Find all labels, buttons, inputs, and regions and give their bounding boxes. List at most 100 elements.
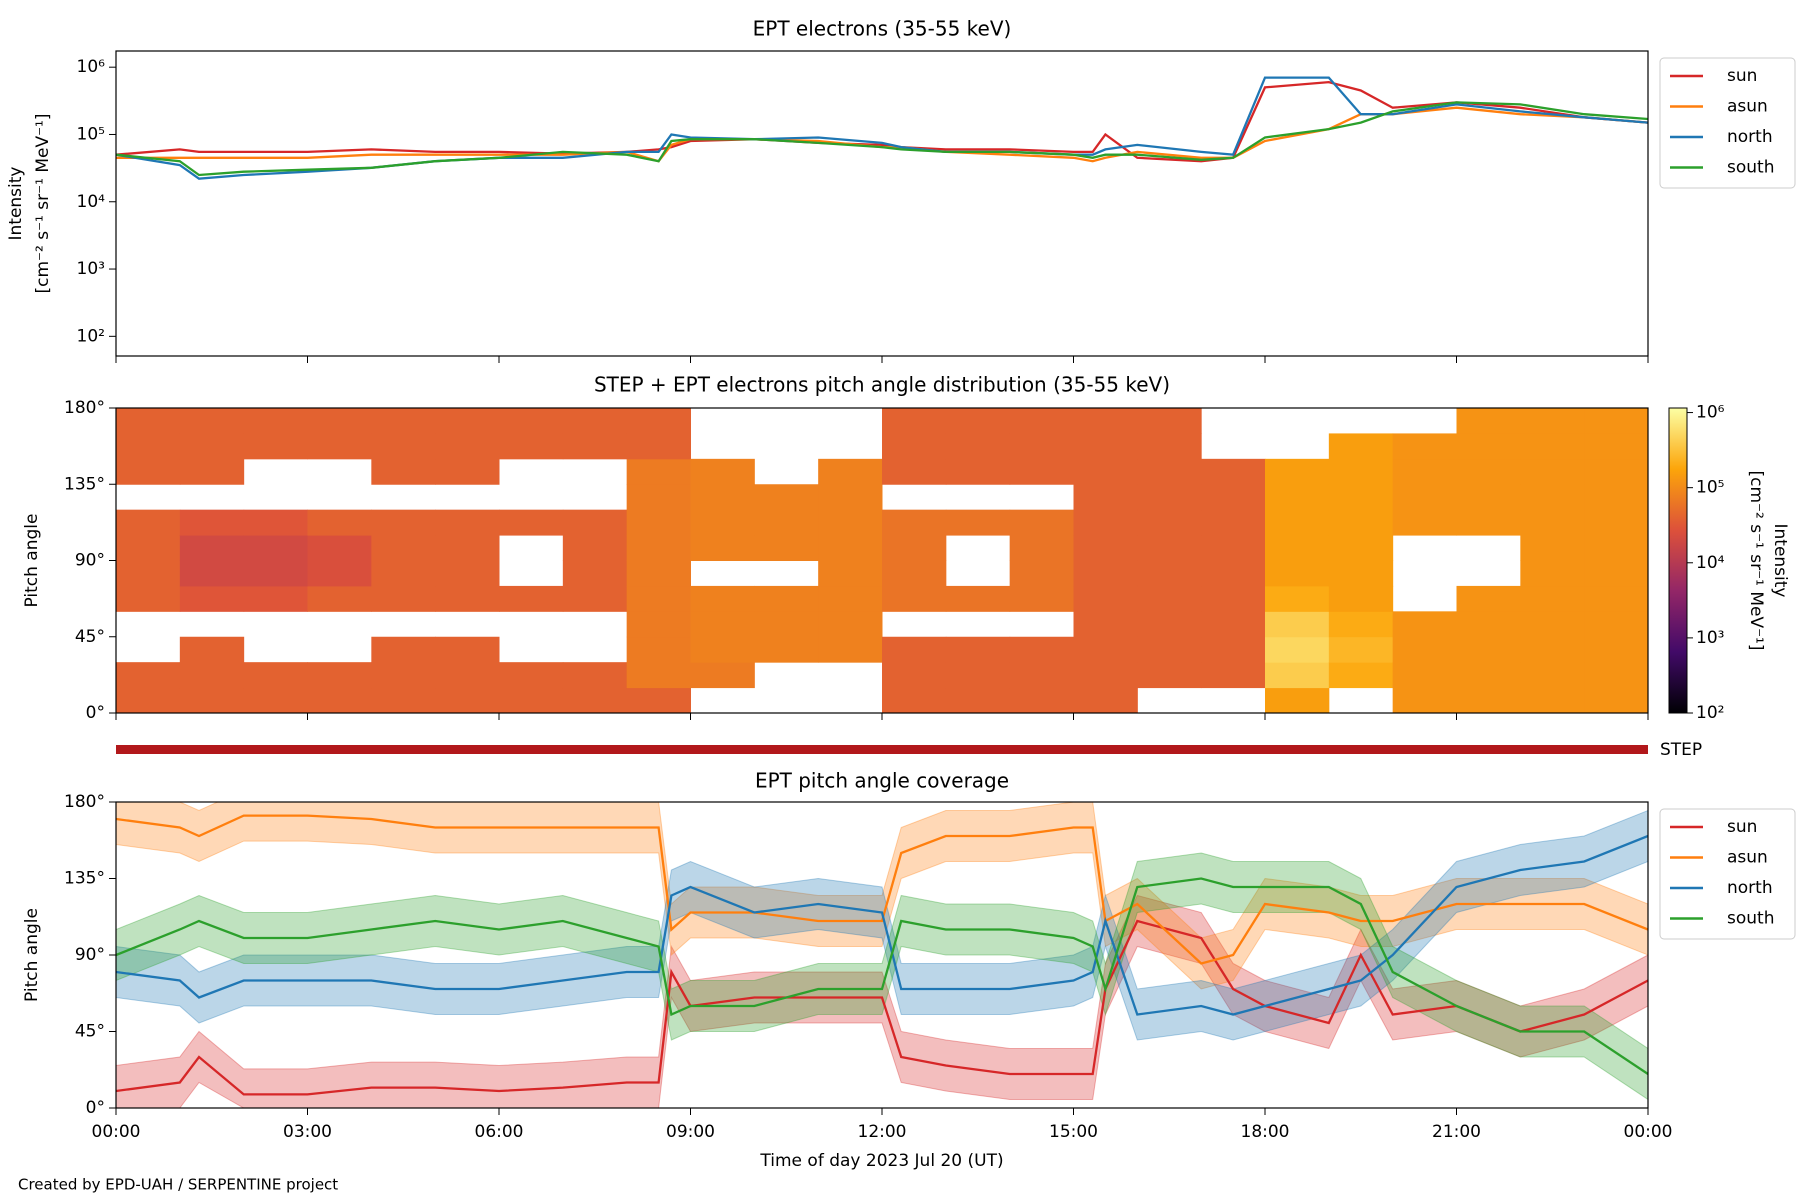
x-tick-label: 09:00 — [666, 1122, 715, 1142]
heatmap-cell — [945, 585, 1011, 612]
heatmap-cell — [179, 509, 245, 536]
coverage-band — [116, 809, 1648, 1041]
heatmap-cell — [307, 560, 372, 587]
heatmap-cell — [307, 408, 372, 434]
heatmap-cell — [243, 585, 308, 612]
series-line — [116, 919, 1648, 1096]
y-tick-label: 0° — [86, 703, 105, 723]
x-axis-label: Time of day 2023 Jul 20 (UT) — [759, 1151, 1003, 1171]
heatmap-cell — [371, 560, 436, 587]
series-line — [116, 80, 1648, 163]
heatmap-cell — [1520, 433, 1585, 460]
series-line — [116, 877, 1648, 1075]
heatmap-cell — [562, 687, 628, 713]
y-tick-label: 135° — [64, 474, 105, 494]
heatmap-cell — [1328, 535, 1394, 561]
heatmap-cell — [179, 458, 245, 485]
axes-frame — [115, 407, 1649, 714]
heatmap-cell — [1456, 484, 1521, 511]
heatmap-cell — [690, 585, 755, 612]
y-tick-label: 10⁶ — [77, 57, 106, 77]
axes-frame — [115, 50, 1649, 357]
heatmap-cell — [818, 611, 883, 638]
heatmap-cell — [754, 611, 819, 638]
heatmap-cell — [179, 560, 245, 587]
x-tick-label: 00:00 — [92, 1122, 141, 1142]
heatmap-cell — [116, 585, 181, 612]
legend: sun asun north south — [1659, 808, 1796, 940]
heatmap-cell — [371, 509, 436, 536]
heatmap-cell — [1520, 585, 1585, 612]
heatmap-cell — [626, 662, 691, 689]
x-tick-label: 12:00 — [858, 1122, 907, 1142]
heatmap-cell — [243, 433, 308, 460]
y-tick-label: 90° — [75, 551, 105, 571]
heatmap-cell — [371, 687, 436, 713]
heatmap-cell — [116, 458, 181, 485]
heatmap-cell — [1520, 509, 1585, 536]
heatmap-cell — [1328, 585, 1394, 612]
heatmap-cell — [1265, 611, 1330, 638]
y-tick-label: 180° — [64, 792, 105, 812]
heatmap-cell — [1520, 636, 1585, 663]
series-line — [116, 834, 1648, 1016]
heatmap-cell — [116, 560, 181, 587]
heatmap-cell — [1584, 687, 1648, 713]
legend-label: sun — [1727, 817, 1757, 837]
heatmap-cell — [626, 458, 691, 485]
y-tick-label: 135° — [64, 869, 105, 889]
heatmap-cell — [1584, 458, 1648, 485]
colorbar-tick-label: 10³ — [1696, 628, 1724, 648]
heatmap-cell — [882, 408, 947, 434]
heatmap-cell — [371, 636, 436, 663]
heatmap-cell — [1073, 560, 1138, 587]
heatmap-cell — [499, 433, 564, 460]
heatmap-cell — [1520, 662, 1585, 689]
heatmap-cell — [243, 509, 308, 536]
heatmap-cell — [818, 509, 883, 536]
heatmap-cell — [1584, 509, 1648, 536]
y-tick-label: 45° — [75, 1022, 105, 1042]
heatmap-cell — [1201, 509, 1266, 536]
heatmap-cell — [562, 560, 628, 587]
legend-label: south — [1727, 909, 1774, 929]
heatmap-cell — [562, 509, 628, 536]
heatmap-cell — [1520, 408, 1585, 434]
heatmap-cell — [1201, 535, 1266, 561]
heatmap-cell — [1009, 458, 1074, 485]
heatmap-cell — [690, 662, 755, 689]
heatmap-cell — [179, 433, 245, 460]
heatmap-cell — [1584, 636, 1648, 663]
heatmap-cell — [1073, 458, 1138, 485]
heatmap-cell — [371, 458, 436, 485]
heatmap-cell — [1009, 408, 1074, 434]
heatmap-cell — [371, 408, 436, 434]
heatmap-cell — [945, 636, 1011, 663]
heatmap-cell — [435, 636, 500, 663]
heatmap-cell — [562, 585, 628, 612]
coverage-band — [116, 802, 1648, 990]
heatmap-cell — [1009, 433, 1074, 460]
chart-title: EPT pitch angle coverage — [755, 769, 1009, 793]
heatmap-cell — [1137, 433, 1202, 460]
heatmap-cell — [243, 408, 308, 434]
heatmap-cell — [1456, 687, 1521, 713]
heatmap-cell — [1073, 535, 1138, 561]
heatmap-cell — [1201, 560, 1266, 587]
heatmap-cell — [1456, 433, 1521, 460]
heatmap-cell — [1073, 636, 1138, 663]
heatmap-cell — [1137, 509, 1202, 536]
series-line — [116, 101, 1648, 177]
legend-label: asun — [1727, 848, 1768, 868]
heatmap-cell — [1137, 484, 1202, 511]
y-axis-label: Pitch angle — [22, 908, 42, 1002]
legend-box — [1659, 57, 1796, 189]
heatmap-cell — [1584, 662, 1648, 689]
heatmap-cell — [1328, 560, 1394, 587]
heatmap-cell — [690, 458, 755, 485]
heatmap-cell — [562, 433, 628, 460]
x-tick-label: 21:00 — [1432, 1122, 1481, 1142]
heatmap-cell — [179, 535, 245, 561]
x-tick-label: 06:00 — [475, 1122, 524, 1142]
heatmap-cell — [882, 458, 947, 485]
